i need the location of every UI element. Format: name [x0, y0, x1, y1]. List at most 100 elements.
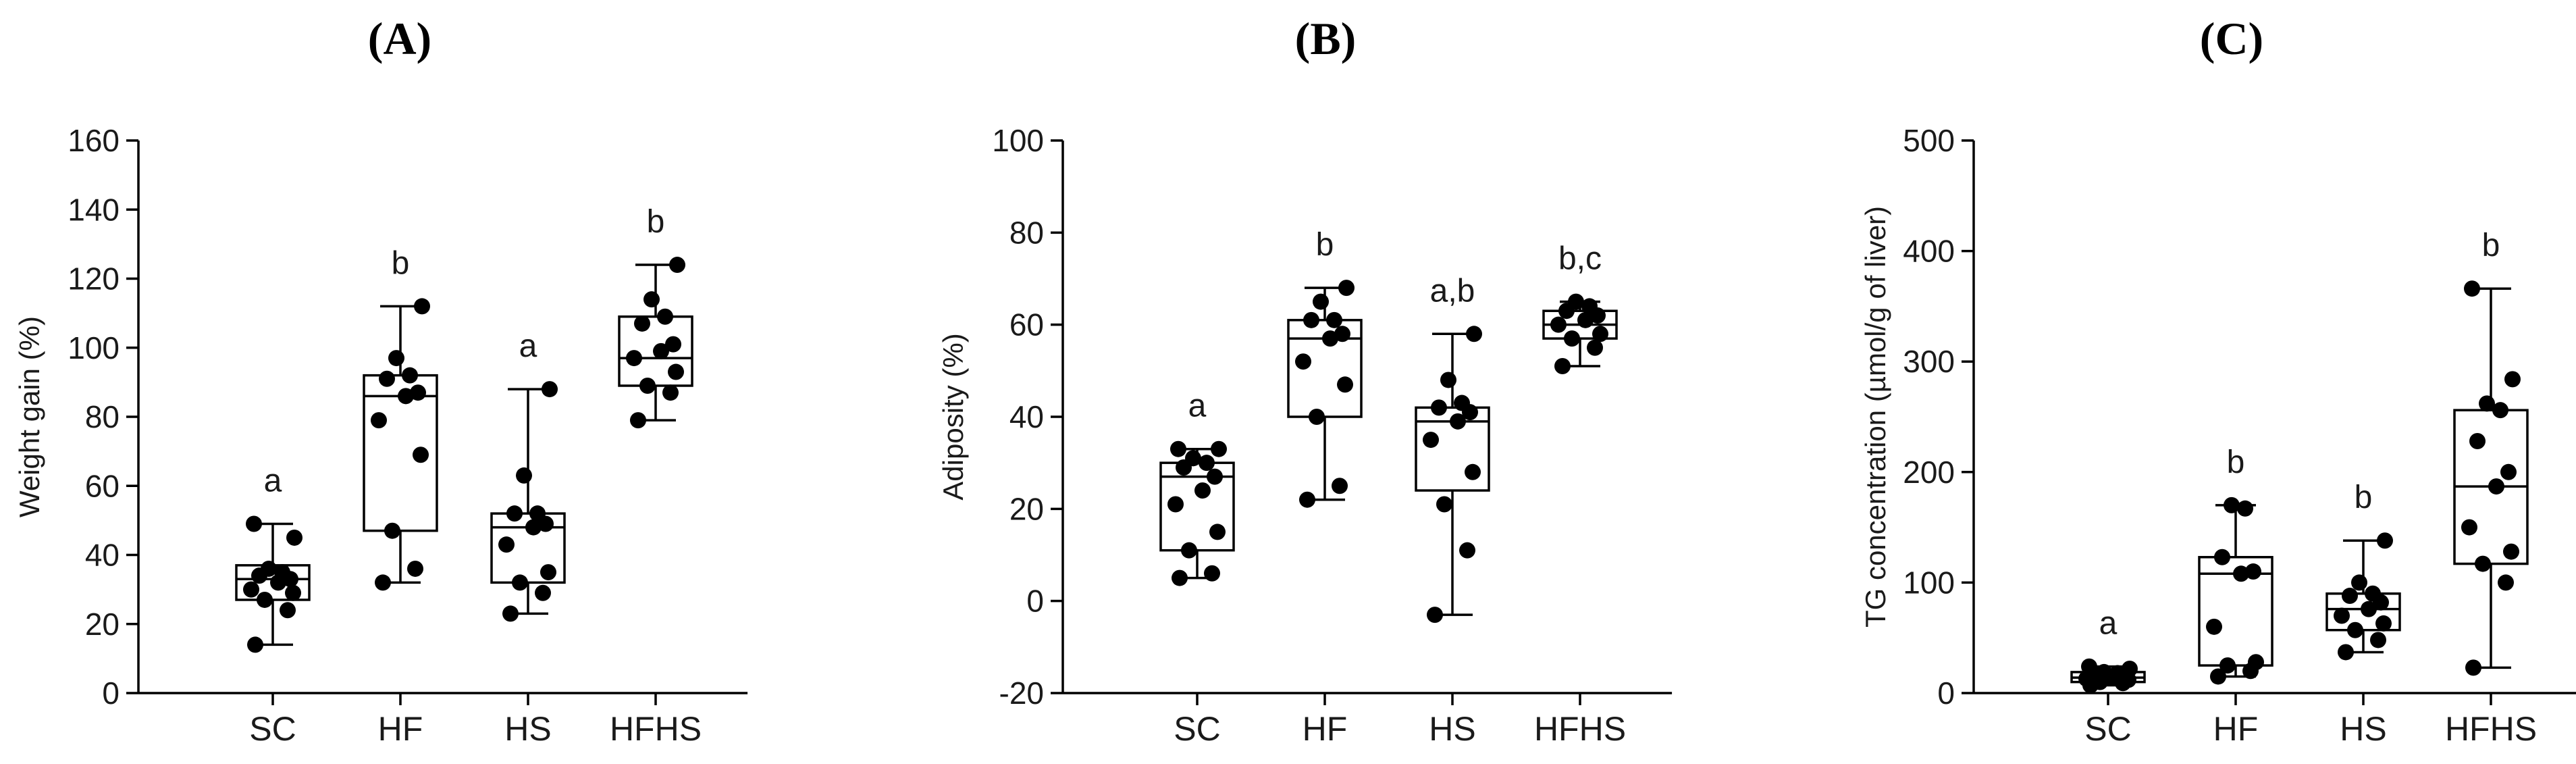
panel-b: (B) -20 0 20 40 60 80 100 Adiposity (%) SC a HF b HS a… [937, 13, 1673, 748]
significance-letter: b [392, 245, 410, 281]
data-point [1204, 565, 1220, 582]
x-tick-label: HF [378, 710, 423, 748]
data-point [1303, 311, 1319, 328]
data-point [1181, 542, 1197, 559]
data-point [1337, 376, 1353, 393]
data-point [1592, 326, 1608, 342]
y-tick-label: 80 [85, 399, 120, 434]
data-point [639, 377, 656, 394]
data-point [643, 291, 660, 308]
data-point [2338, 644, 2354, 661]
data-point [2370, 632, 2386, 648]
x-tick-label: SC [249, 710, 296, 748]
data-point [2081, 658, 2097, 675]
data-point [2334, 607, 2350, 624]
x-tick-label: HS [2340, 710, 2386, 748]
data-point [280, 602, 296, 619]
data-point [2214, 549, 2230, 565]
y-tick-label: 80 [1009, 215, 1044, 250]
data-point [1172, 569, 1188, 586]
data-point [247, 636, 263, 653]
data-point [2342, 588, 2358, 605]
data-point [1211, 440, 1227, 457]
data-point [1207, 468, 1223, 485]
data-point [1332, 478, 1348, 494]
data-point [1568, 293, 1584, 310]
y-tick-label: 20 [1009, 491, 1044, 526]
y-tick-label: 0 [1026, 584, 1044, 619]
box-group-hs: HS b [2325, 480, 2401, 748]
data-point [2233, 565, 2249, 582]
data-point [1581, 298, 1598, 315]
data-point [407, 560, 423, 577]
data-point [2224, 496, 2240, 513]
box-group-hs: HS a [490, 328, 566, 748]
data-point [2377, 532, 2393, 549]
data-point [2475, 555, 2491, 572]
data-point [626, 350, 642, 367]
data-point [286, 529, 303, 546]
data-point [1313, 293, 1329, 310]
data-point [1185, 450, 1201, 467]
data-point [1450, 413, 1466, 430]
significance-letter: b [2482, 228, 2500, 263]
data-point [1550, 316, 1567, 333]
y-axis-title: Weight gain (%) [14, 316, 45, 517]
data-point [2504, 371, 2521, 388]
data-point [1199, 455, 1215, 472]
data-point [2465, 659, 2481, 676]
box-group-sc: SC a [2070, 606, 2146, 748]
data-point [1170, 440, 1186, 457]
significance-letter: b [2227, 444, 2245, 480]
data-point [285, 584, 301, 601]
box-group-sc: SC a [235, 463, 311, 748]
data-point [1209, 524, 1226, 540]
data-point [1554, 358, 1571, 375]
data-point [498, 536, 515, 553]
x-tick-label: HS [1429, 710, 1475, 748]
data-point [662, 384, 679, 401]
data-point [653, 342, 669, 359]
data-point [2351, 574, 2367, 591]
data-point [1466, 326, 1482, 342]
panel-a: (A) 0 20 40 60 80 100 120 140 160 Weight gain (%) S… [14, 13, 748, 748]
data-point [1423, 432, 1439, 449]
data-point [668, 363, 684, 380]
data-point [1564, 330, 1580, 347]
box-group-hf: HF b [1287, 227, 1363, 748]
data-point [657, 308, 673, 325]
y-tick-label: 120 [68, 261, 120, 297]
significance-letter: a,b [1430, 273, 1475, 309]
data-point [1454, 394, 1470, 411]
data-point [375, 574, 391, 591]
y-tick-label: 400 [1903, 234, 1955, 269]
y-tick-label: -20 [999, 676, 1044, 711]
data-point [261, 560, 277, 577]
data-point [2479, 395, 2495, 412]
x-tick-label: HFHS [1534, 710, 1626, 748]
data-point [669, 257, 685, 274]
data-point [2469, 432, 2486, 449]
box-group-hf: HF b [2198, 444, 2273, 748]
data-point [2206, 618, 2222, 635]
x-tick-label: HF [2213, 710, 2259, 748]
data-point [2248, 654, 2264, 671]
data-point [1436, 496, 1452, 513]
panel-c: (C) 0 100 200 300 400 500 TG concentration (µmo… [1860, 13, 2576, 748]
data-point [1322, 330, 1338, 347]
y-tick-label: 20 [85, 607, 120, 642]
data-point [1167, 496, 1184, 513]
data-point [413, 447, 429, 463]
data-point [243, 581, 259, 598]
data-point [274, 564, 290, 581]
data-point [512, 574, 528, 591]
data-point [2361, 601, 2377, 617]
data-point [506, 505, 523, 522]
y-tick-label: 140 [68, 192, 120, 227]
data-point [2488, 478, 2504, 495]
significance-letter: a [519, 328, 537, 364]
panel-title: (B) [1295, 13, 1357, 64]
data-point [2461, 519, 2477, 536]
data-point [2347, 621, 2363, 638]
y-tick-label: 100 [68, 330, 120, 365]
